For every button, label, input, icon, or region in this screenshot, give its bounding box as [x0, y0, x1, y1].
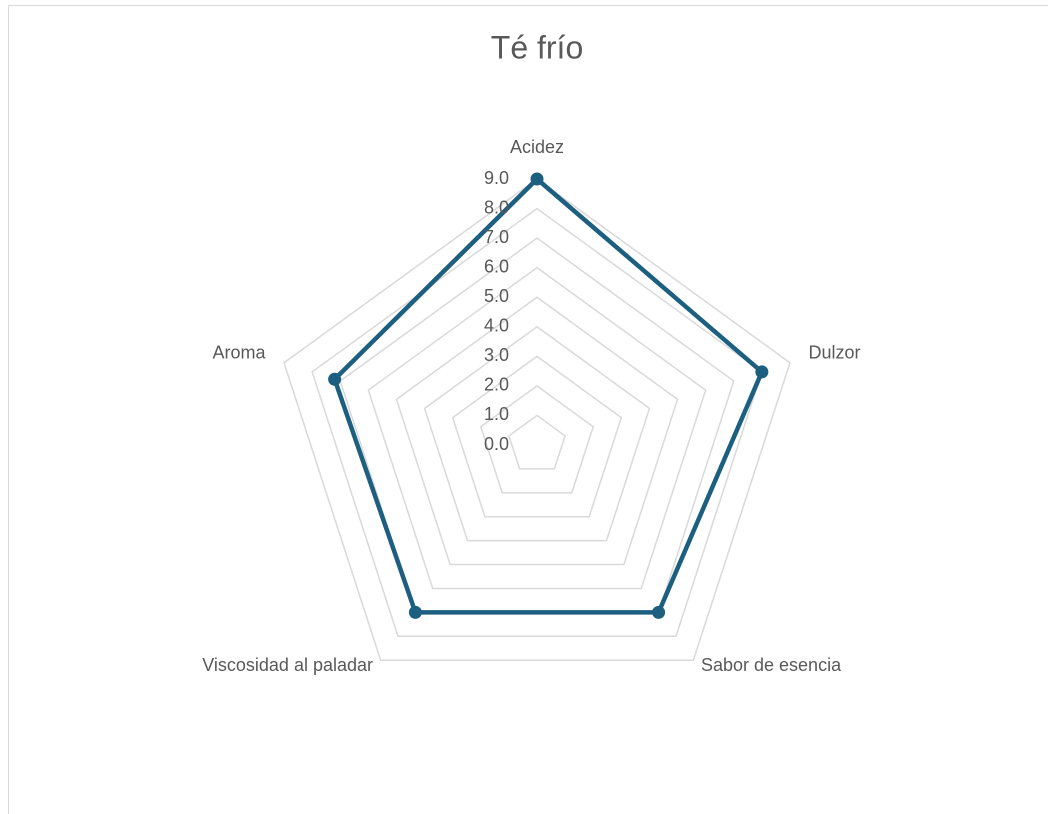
r-tick-label: 8.0	[484, 197, 509, 217]
r-tick-label: 1.0	[484, 404, 509, 424]
axis-label: Viscosidad al paladar	[202, 655, 373, 675]
r-tick-label: 5.0	[484, 286, 509, 306]
chart-frame	[8, 5, 1048, 814]
grid-ring	[479, 384, 595, 494]
grid-ring	[451, 355, 623, 518]
axis-label: Acidez	[510, 137, 564, 157]
series-line	[332, 176, 765, 615]
grid-ring	[367, 266, 707, 590]
grid-ring	[283, 178, 791, 661]
axis-label: Dulzor	[809, 342, 861, 362]
grid-ring	[311, 207, 763, 638]
data-point	[328, 372, 342, 386]
axis-label: Aroma	[212, 342, 266, 362]
data-point	[652, 605, 666, 619]
chart-title: Té frío	[491, 29, 583, 65]
data-point	[408, 605, 422, 619]
r-tick-label: 3.0	[484, 345, 509, 365]
r-tick-label: 4.0	[484, 316, 509, 336]
r-tick-label: 6.0	[484, 256, 509, 276]
grid-ring	[508, 414, 566, 470]
axis-label: Sabor de esencia	[701, 655, 842, 675]
r-tick-label: 9.0	[484, 168, 509, 188]
r-tick-label: 2.0	[484, 375, 509, 395]
r-tick-label: 7.0	[484, 227, 509, 247]
data-point	[530, 172, 544, 186]
grid-ring	[423, 325, 651, 542]
data-point	[755, 365, 769, 379]
grid-ring	[395, 296, 679, 566]
r-tick-label: 0.0	[484, 434, 509, 454]
